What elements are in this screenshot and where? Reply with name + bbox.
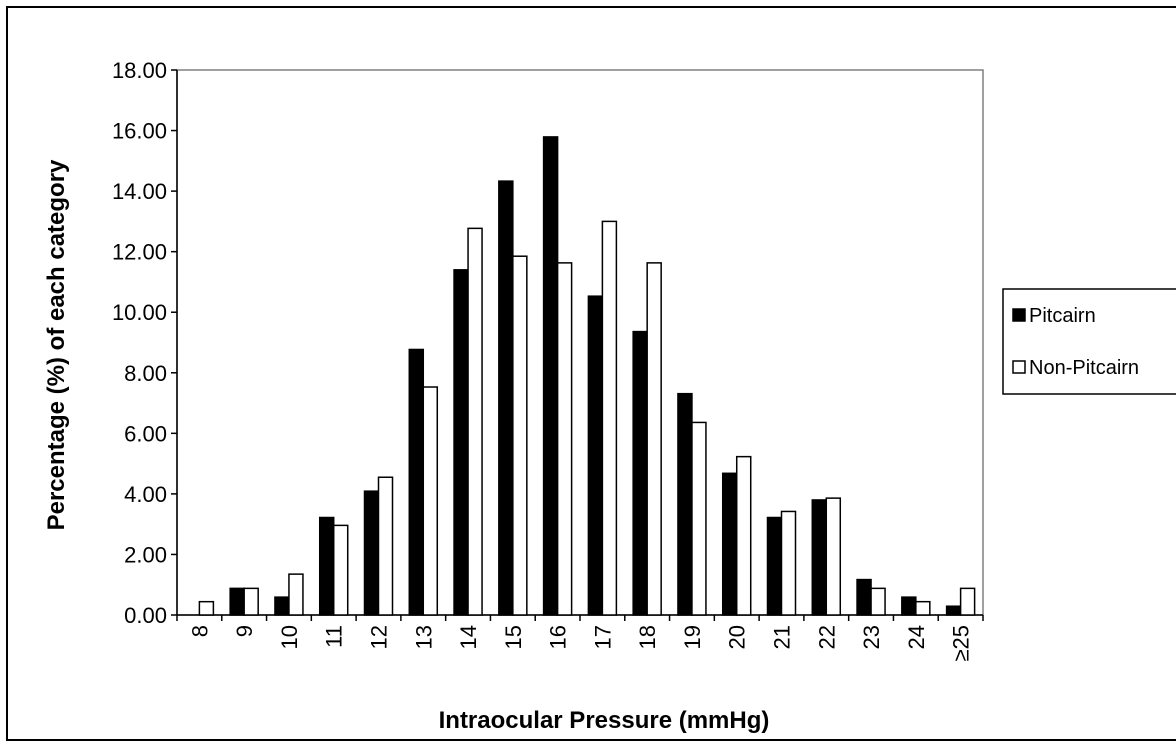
y-tick-label: 2.00: [124, 542, 167, 567]
bar-non-pitcairn-17: [601, 220, 618, 616]
bar-pitcairn-12: [363, 490, 380, 616]
x-tick-label: 16: [546, 625, 571, 649]
x-tick-label: 14: [456, 625, 481, 649]
bar-non-pitcairn-10: [288, 573, 304, 616]
bar-pitcairn-10: [274, 596, 290, 616]
bar-non-pitcairn-24: [915, 600, 931, 616]
x-tick-label: 12: [367, 625, 392, 649]
bar-pitcairn-23: [856, 578, 872, 616]
bar-non-pitcairn-9: [243, 587, 259, 616]
bar-non-pitcairn-13: [422, 386, 439, 616]
x-tick-label: ≥25: [949, 625, 974, 662]
y-tick-label: 14.00: [112, 179, 167, 204]
x-tick-label: 20: [725, 625, 750, 649]
x-tick-label: 13: [411, 625, 436, 649]
x-tick-label: 19: [680, 625, 705, 649]
bar-non-pitcairn-12: [377, 476, 394, 616]
bar-non-pitcairn-15: [512, 255, 528, 616]
bar-pitcairn-24: [901, 596, 917, 616]
bar-non-pitcairn-21: [780, 510, 797, 616]
legend: Pitcairn Non-Pitcairn: [1002, 288, 1176, 395]
x-tick-label: 22: [814, 625, 839, 649]
bar-non-pitcairn-20: [735, 455, 752, 616]
bar-non-pitcairn-18: [646, 262, 662, 616]
legend-label-pitcairn: Pitcairn: [1029, 305, 1096, 327]
y-tick-label: 10.00: [112, 300, 167, 325]
bar-pitcairn-17: [587, 295, 604, 616]
legend-swatch-non-pitcairn: [1012, 360, 1026, 374]
bar-non-pitcairn-14: [467, 227, 483, 616]
x-tick-label: 15: [501, 625, 526, 649]
y-tick-label: 0.00: [124, 603, 167, 628]
bar-non-pitcairn-23: [870, 587, 886, 616]
y-axis-title: Percentage (%) of each category: [43, 159, 70, 530]
x-tick-label: 18: [635, 625, 660, 649]
legend-box: [1002, 288, 1176, 395]
x-tick-label: 10: [277, 625, 302, 649]
bar-pitcairn-22: [811, 499, 828, 616]
bar-non-pitcairn-16: [556, 262, 573, 616]
y-tick-label: 12.00: [112, 240, 167, 265]
bar-pitcairn-21: [766, 516, 783, 616]
y-tick-label: 18.00: [112, 58, 167, 83]
plot-layer: 0.00 2.00 4.00 6.00 8.00 10.00 12.00 14.00 16.00…: [112, 58, 984, 662]
y-tick-label: 16.00: [112, 119, 167, 144]
bar-pitcairn-18: [632, 330, 648, 616]
y-tick-label: 6.00: [124, 421, 167, 446]
x-axis-title: Intraocular Pressure (mmHg): [439, 707, 770, 734]
bar-pitcairn-ge25: [945, 605, 962, 616]
bar-pitcairn-15: [498, 180, 514, 616]
x-tick-label: 8: [187, 625, 212, 637]
bar-pitcairn-19: [677, 392, 693, 616]
x-tick-label: 24: [904, 625, 929, 649]
y-tick-label: 4.00: [124, 482, 167, 507]
bar-pitcairn-13: [408, 348, 425, 616]
bar-non-pitcairn-8: [198, 600, 215, 616]
x-tick-label: 21: [770, 625, 795, 649]
x-tick-label: 9: [232, 625, 257, 637]
bar-non-pitcairn-11: [332, 524, 349, 616]
bar-non-pitcairn-19: [691, 421, 707, 616]
y-tick-label: 8.00: [124, 361, 167, 386]
bar-non-pitcairn-ge25: [959, 587, 976, 616]
legend-label-non-pitcairn: Non-Pitcairn: [1029, 357, 1139, 379]
bar-pitcairn-14: [453, 269, 469, 616]
x-tick-label: 17: [590, 625, 615, 649]
bar-pitcairn-11: [318, 516, 335, 616]
bar-pitcairn-9: [229, 587, 245, 616]
bar-non-pitcairn-22: [825, 497, 842, 616]
bar-pitcairn-16: [542, 136, 559, 616]
bar-pitcairn-20: [721, 472, 738, 616]
x-tick-label: 23: [859, 625, 884, 649]
x-tick-label: 11: [322, 625, 347, 648]
legend-swatch-pitcairn: [1012, 308, 1026, 322]
